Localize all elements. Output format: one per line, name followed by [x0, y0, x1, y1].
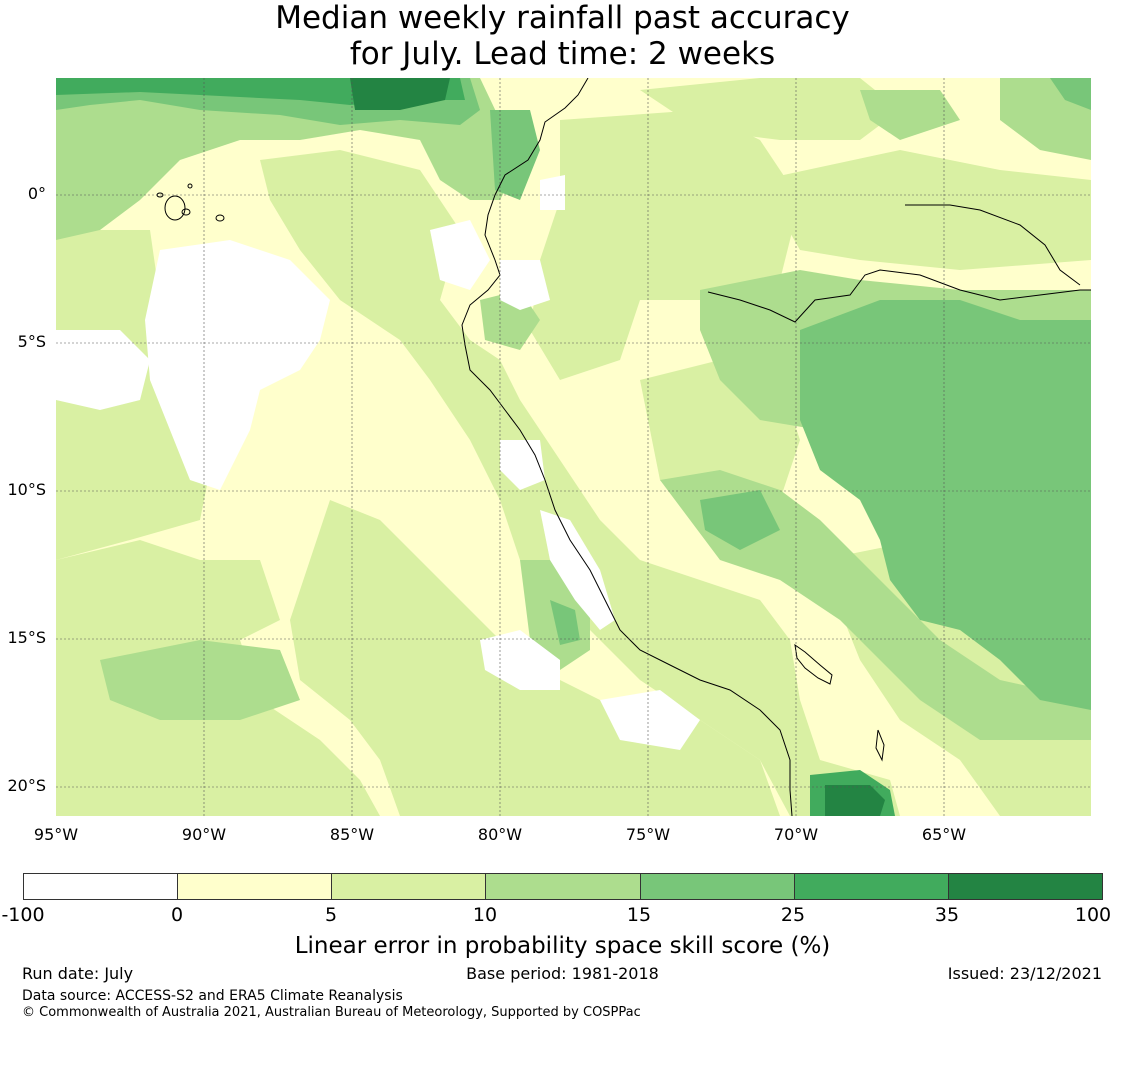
lon-label-90w: 90°W [181, 825, 227, 844]
amazon-river [707, 269, 1091, 323]
colorbar [23, 873, 1103, 900]
lon-label-95w: 95°W [33, 825, 79, 844]
copyright: © Commonwealth of Australia 2021, Austra… [22, 1005, 641, 1020]
lake-poopo [875, 729, 885, 762]
skill-35-100-regions [350, 78, 885, 816]
lon-label-80w: 80°W [477, 825, 523, 844]
colorbar-tick: 100 [1074, 904, 1112, 926]
colorbar-segment [948, 874, 1102, 899]
colorbar-tick: 15 [626, 904, 652, 926]
colorbar-segment [332, 874, 487, 899]
gridlines [56, 78, 1091, 816]
skill-score-map [56, 78, 1091, 816]
colorbar-segment [178, 874, 333, 899]
colorbar-tick: 25 [780, 904, 806, 926]
colorbar-segment [640, 874, 795, 899]
lon-label-70w: 70°W [773, 825, 819, 844]
data-source: Data source: ACCESS-S2 and ERA5 Climate … [22, 988, 403, 1004]
colorbar-tick: 0 [170, 904, 184, 926]
lat-label-10s: 10°S [7, 480, 46, 499]
colorbar-label: Linear error in probability space skill … [294, 933, 831, 959]
lat-label-5s: 5°S [17, 332, 46, 351]
galapagos-islands [156, 183, 225, 222]
colorbar-tick: -100 [1, 904, 45, 926]
skill-15-25-regions [56, 78, 1091, 710]
lat-label-15s: 15°S [7, 628, 46, 647]
colorbar-tick: 10 [472, 904, 498, 926]
colorbar-tick: 5 [324, 904, 338, 926]
amazon-river-branch [905, 204, 1081, 286]
lat-label-0: 0° [27, 184, 46, 203]
colorbar-tick: 35 [934, 904, 960, 926]
issued-date: Issued: 23/12/2021 [947, 964, 1102, 983]
skill-negative-regions [56, 175, 700, 750]
coastline [461, 78, 793, 816]
lon-label-65w: 65°W [921, 825, 967, 844]
lon-label-85w: 85°W [329, 825, 375, 844]
lon-label-75w: 75°W [625, 825, 671, 844]
colorbar-segment [24, 874, 179, 899]
map-title-line-2: for July. Lead time: 2 weeks [349, 36, 776, 72]
lat-label-20s: 20°S [7, 776, 46, 795]
run-date: Run date: July [22, 964, 134, 983]
map-title-line-1: Median weekly rainfall past accuracy [275, 0, 850, 36]
colorbar-segment [486, 874, 641, 899]
lake-titicaca [794, 643, 833, 685]
colorbar-segment [794, 874, 949, 899]
base-period: Base period: 1981-2018 [466, 964, 659, 983]
